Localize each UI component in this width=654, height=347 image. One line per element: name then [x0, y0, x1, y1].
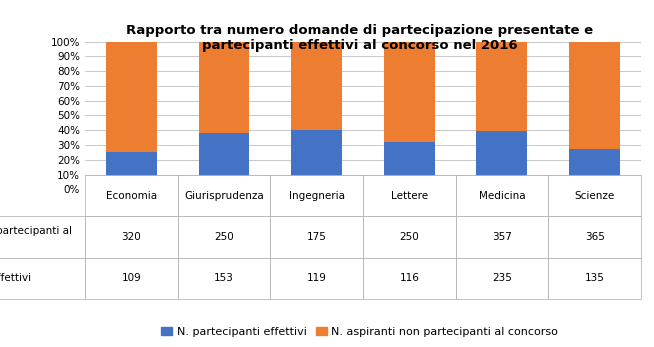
Bar: [384, 42, 435, 143]
Bar: [106, 152, 157, 189]
Bar: [569, 42, 620, 150]
Text: Rapporto tra numero domande di partecipazione presentate e
partecipanti effettiv: Rapporto tra numero domande di partecipa…: [126, 24, 593, 52]
Bar: [477, 42, 527, 131]
Bar: [291, 129, 342, 189]
Bar: [477, 131, 527, 189]
Bar: [291, 42, 342, 129]
Bar: [199, 133, 249, 189]
Legend: N. partecipanti effettivi, N. aspiranti non partecipanti al concorso: N. partecipanti effettivi, N. aspiranti …: [157, 323, 562, 341]
Bar: [569, 150, 620, 189]
Bar: [199, 42, 249, 133]
Bar: [106, 42, 157, 152]
Bar: [384, 143, 435, 189]
